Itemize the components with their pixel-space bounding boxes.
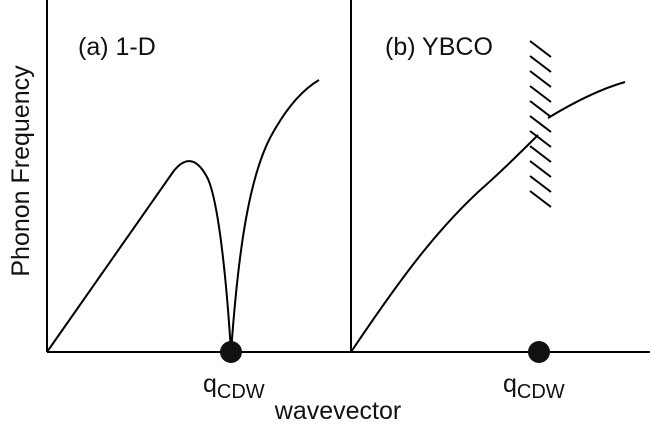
panel-a-frame (46, 0, 352, 353)
y-axis-label: Phonon Frequency (7, 65, 35, 277)
panel-a-qcdw-subscript: CDW (217, 381, 265, 403)
panel-b-hatched-region (529, 40, 552, 208)
panel-b-qcdw-subscript: CDW (517, 381, 565, 403)
panel-a-dispersion-curve (46, 79, 320, 353)
panel-b-dispersion-curve-upper (547, 81, 626, 119)
panel-b-qcdw-marker (528, 341, 550, 363)
panel-a-title: (a) 1-D (78, 33, 156, 61)
panel-b-qcdw-symbol: q (503, 370, 517, 398)
panel-b-title: (b) YBCO (385, 33, 493, 61)
panel-a-qcdw-label: qCDW (203, 370, 265, 403)
panel-a-qcdw-symbol: q (203, 370, 217, 398)
panel-a-qcdw-marker (220, 341, 242, 363)
panel-b-dispersion-curve-lower (350, 134, 539, 353)
panel-b-qcdw-label: qCDW (503, 370, 565, 403)
x-axis-label: wavevector (274, 397, 401, 425)
